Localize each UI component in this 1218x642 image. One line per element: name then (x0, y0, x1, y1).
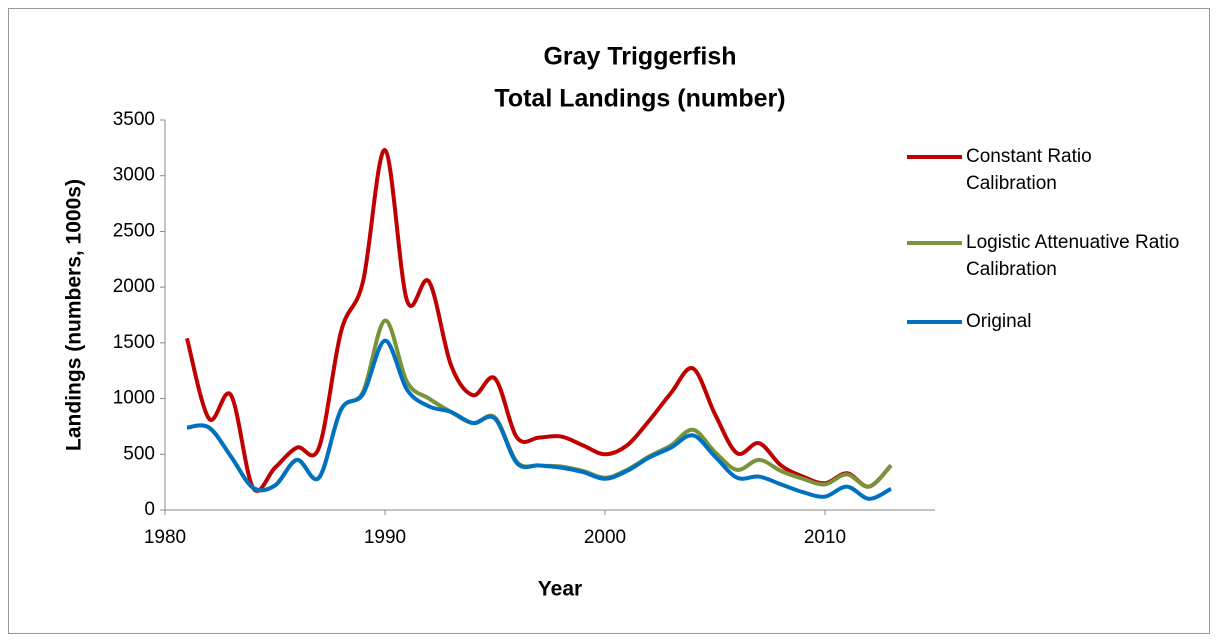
legend-label: Constant Ratio Calibration (966, 146, 1092, 194)
x-tick-label: 1980 (144, 527, 186, 548)
x-tick-label: 2010 (804, 527, 846, 548)
y-tick-label: 1000 (113, 388, 155, 409)
chart-title: Gray Triggerfish (543, 43, 736, 71)
series-line (185, 148, 893, 493)
y-tick-label: 2500 (113, 220, 155, 241)
y-tick-label: 3000 (113, 165, 155, 186)
x-tick-label: 2000 (584, 527, 626, 548)
chart-border (8, 8, 1210, 634)
legend-label: Logistic Attenuative Ratio Calibration (966, 232, 1180, 280)
y-tick-label: 1500 (113, 332, 155, 353)
y-tick-label: 500 (123, 443, 155, 464)
y-tick-label: 0 (144, 499, 155, 520)
x-tick-label: 1990 (364, 527, 406, 548)
series-line (186, 338, 892, 501)
y-tick-label: 3500 (113, 109, 155, 130)
y-tick-label: 2000 (113, 276, 155, 297)
y-axis-label: Landings (numbers, 1000s) (63, 179, 86, 451)
x-axis-label: Year (538, 578, 582, 601)
legend-label: Original (966, 311, 1032, 332)
chart-subtitle: Total Landings (number) (494, 85, 785, 113)
